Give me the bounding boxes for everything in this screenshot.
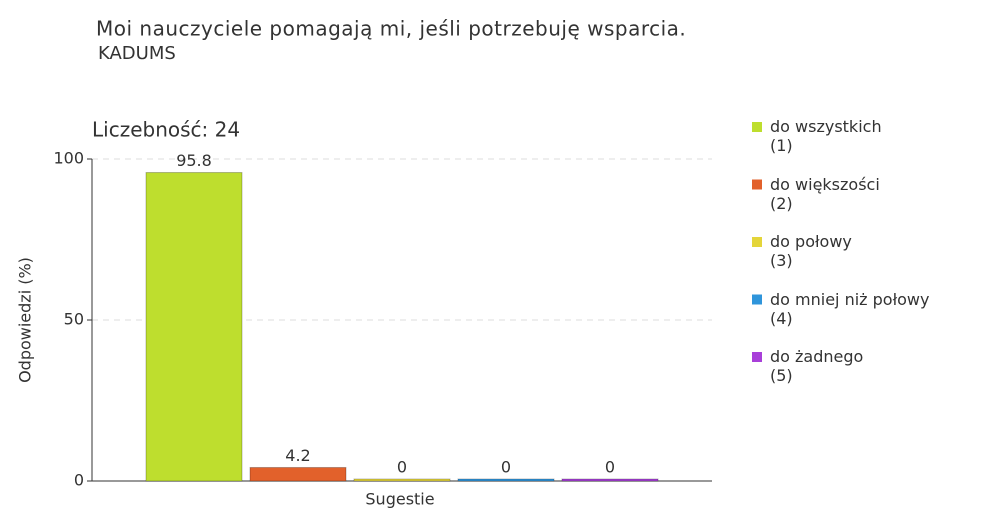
y-tick-label: 0 [74, 471, 84, 490]
annotation: Liczebność: 24 [92, 118, 240, 142]
bar [353, 478, 451, 482]
legend-label: do połowy (3) [770, 232, 852, 270]
legend-swatch [752, 352, 762, 362]
legend-swatch [752, 294, 762, 305]
y-tick-label: 100 [53, 149, 84, 168]
data-label: 4.2 [285, 446, 310, 465]
y-axis-label: Odpowiedzi (%) [16, 257, 35, 383]
data-label: 0 [397, 458, 407, 477]
y-tick-label: 50 [64, 310, 84, 329]
legend-swatch [752, 122, 762, 132]
legend-swatch [752, 179, 762, 190]
legend-label: do mniej niż połowy (4) [770, 289, 930, 328]
legend-label: do większości (2) [770, 174, 880, 213]
legend-swatch [752, 237, 762, 247]
chart-title: Moi nauczyciele pomagają mi, jeśli potrz… [96, 17, 686, 41]
data-label: 95.8 [176, 151, 212, 170]
x-axis-label: Sugestie [365, 490, 434, 508]
bar [145, 172, 243, 482]
data-label: 0 [501, 458, 511, 477]
legend-label: do żadnego (5) [770, 347, 864, 385]
bar [561, 478, 659, 482]
chart-subtitle: KADUMS [98, 43, 176, 64]
legend-label: do wszystkich (1) [770, 117, 882, 155]
data-label: 0 [605, 458, 615, 477]
bar [457, 478, 555, 482]
bar [249, 466, 347, 482]
